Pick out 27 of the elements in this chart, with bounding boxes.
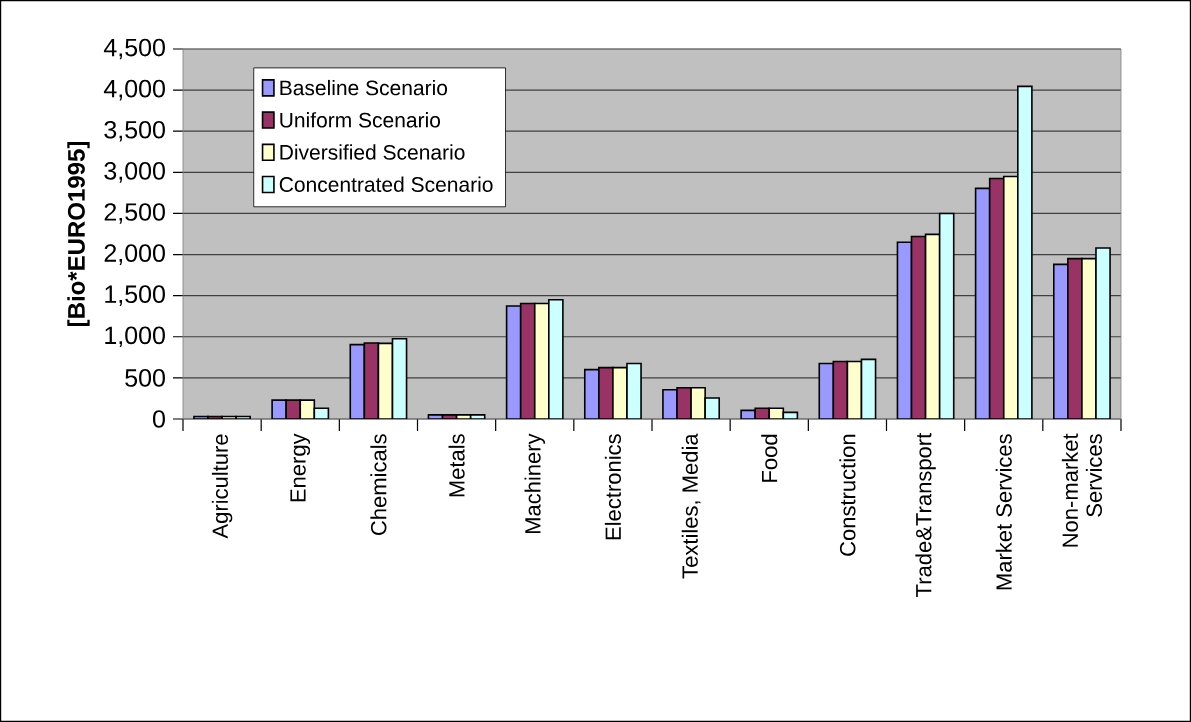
y-tick-label: 3,000 [104, 162, 165, 183]
x-tick-label: Construction [839, 434, 856, 556]
x-tick-label: Energy [290, 433, 311, 502]
y-axis-title: [Bio*EURO1995] [67, 142, 90, 326]
x-tick-label: Machinery [524, 433, 545, 534]
x-tick-label: Food [761, 434, 778, 482]
x-tick-label: Textiles, Media [681, 433, 701, 579]
legend-label: Baseline Scenario [280, 79, 448, 96]
y-tick-label: 2,500 [104, 203, 165, 224]
x-tick-label: Agriculture [211, 434, 233, 539]
y-tick-label: 500 [125, 369, 165, 387]
legend-label: Diversified Scenario [280, 144, 465, 160]
y-tick-label: 0 [153, 410, 165, 428]
y-tick-label: 3,500 [104, 120, 165, 142]
x-tick-label: Non-market Services [1061, 433, 1102, 547]
legend-label: Uniform Scenario [280, 112, 441, 128]
x-tick-label: Electronics [604, 434, 621, 540]
y-tick-label: 1,500 [105, 285, 165, 306]
x-tick-label: Trade&Transport [915, 432, 936, 597]
legend-label: Concentrated Scenario [279, 176, 493, 192]
y-tick-label: 4,500 [103, 38, 165, 60]
x-tick-label: Market Services [995, 434, 1012, 590]
x-tick-label: Chemicals [370, 434, 387, 535]
y-tick-label: 1,000 [105, 326, 165, 348]
y-tick-label: 4,000 [103, 79, 165, 101]
x-tick-label: Metals [448, 434, 465, 497]
y-tick-label: 2,000 [104, 244, 165, 265]
